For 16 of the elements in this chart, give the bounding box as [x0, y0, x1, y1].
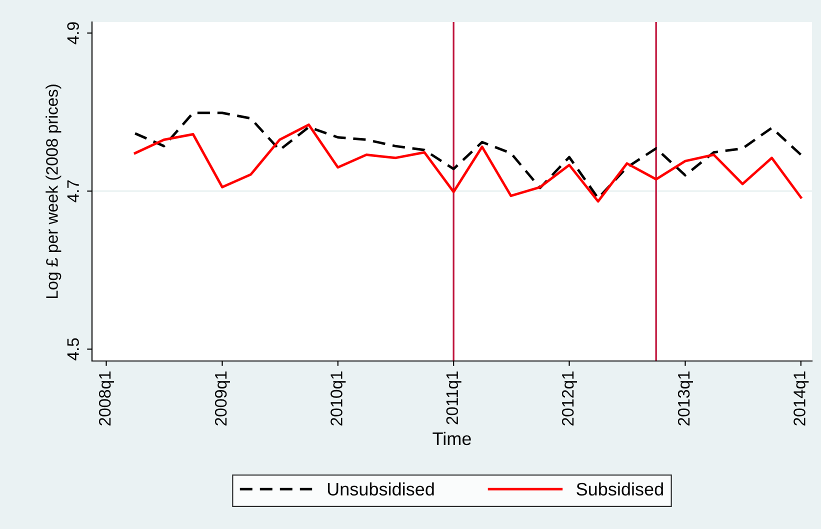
x-axis-title: Time: [432, 432, 471, 446]
x-tick-label: 2011q1: [446, 372, 462, 424]
x-tick-label: 2014q1: [794, 372, 809, 426]
legend-label: Subsidised: [576, 482, 663, 496]
x-tick-label: 2012q1: [562, 372, 578, 426]
y-tick-label: 4.5: [67, 338, 79, 360]
x-tick-label: 2008q1: [98, 372, 114, 426]
y-tick-label: 4.7: [67, 180, 79, 202]
y-tick-label: 4.9: [67, 22, 79, 44]
x-tick-label: 2010q1: [330, 372, 346, 426]
x-tick-label: 2009q1: [214, 372, 230, 426]
x-tick-label: 2013q1: [678, 372, 694, 426]
legend-label: Unsubsidised: [328, 482, 434, 496]
line-series: [134, 123, 802, 203]
line-series: [134, 112, 802, 200]
y-axis-title: Log £ per week (2008 prices): [46, 84, 62, 298]
